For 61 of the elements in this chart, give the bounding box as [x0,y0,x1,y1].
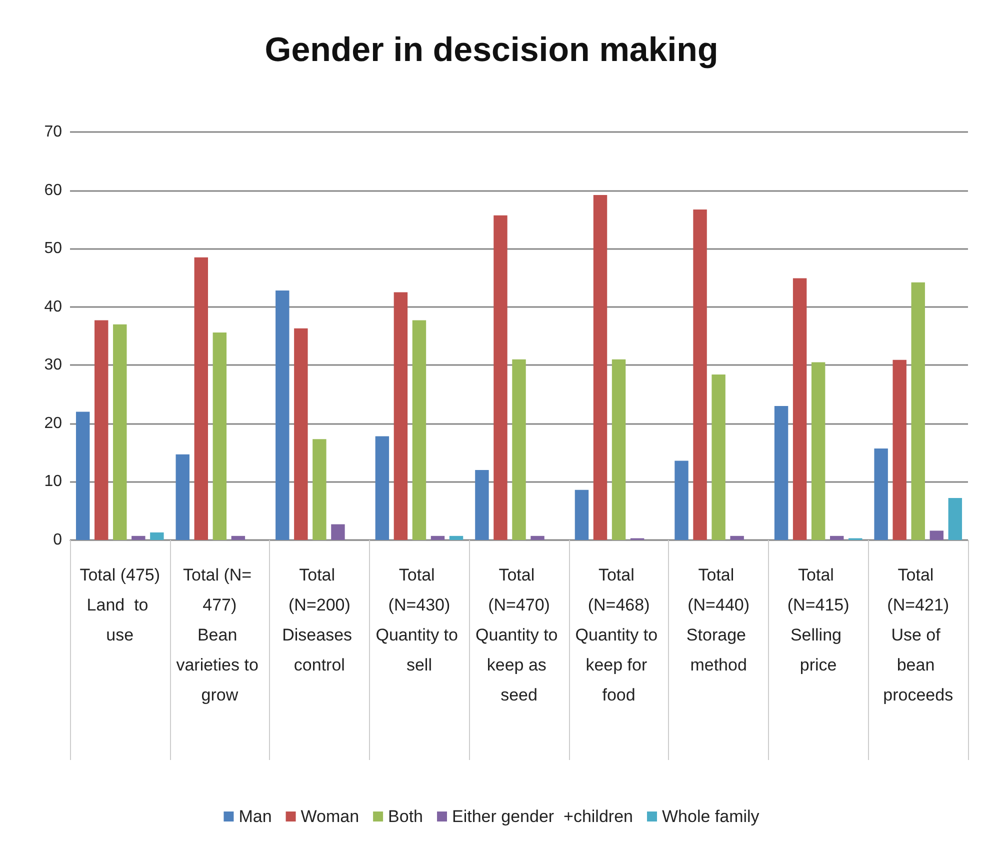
x-tick-label: Total (475) Land to use [80,566,160,644]
bar [911,282,925,540]
x-tick-label: Total (N=468) Quantity to keep for food [575,566,662,704]
bar [792,278,807,540]
y-tick-label: 0 [53,532,62,548]
bar [530,536,544,540]
bar [394,292,408,540]
y-tick-label: 40 [44,298,62,316]
x-tick-label: Total (N=421) Use of bean proceeds [883,566,954,704]
legend-label: Man [238,807,272,826]
x-tick-label: Total (N=440) Storage method [686,566,751,674]
chart-title: Gender in descision making [264,31,718,69]
x-tick-label: Total (N=415) Selling price [787,566,850,674]
bar [693,210,707,540]
bar [331,524,345,540]
bar [132,536,146,540]
y-tick-label: 20 [44,414,62,432]
y-tick-label: 60 [44,182,62,199]
y-tick-label: 30 [44,356,62,374]
bar [375,436,390,540]
bar [574,490,589,540]
bar [730,536,744,540]
bar [449,536,464,540]
bar [712,374,726,540]
x-tick-label: Total (N= 477) Bean varieties to grow [176,566,264,704]
bar [312,439,326,540]
bar [892,360,906,540]
bar [276,290,290,540]
bar [948,498,962,540]
bar [412,320,426,540]
bar [593,194,608,540]
legend-label: Whole family [662,807,760,826]
x-tick-label: Total (N=470) Quantity to keep as seed [476,566,562,704]
bar [512,359,526,540]
bar [494,215,508,540]
bar [774,406,788,540]
y-tick-label: 50 [44,240,62,258]
bar [231,536,246,540]
bar [176,454,190,540]
bar [830,536,844,540]
bar [212,332,227,540]
legend-label: Either gender +children [452,807,633,826]
bar [194,257,208,540]
legend-label: Both [388,807,424,826]
bar [113,324,127,540]
bar [150,532,164,540]
bar [674,460,688,540]
bar [294,328,308,540]
bar [930,530,944,540]
bar [76,412,90,540]
x-tick-label: Total (N=200) Diseases control [282,566,357,674]
x-tick-label: Total (N=430) Quantity to sell [376,566,463,674]
legend-label: Woman [300,807,360,826]
bar [94,320,108,540]
bar [475,470,489,540]
bar [430,536,445,540]
bar [874,448,888,540]
y-tick-label: 70 [44,124,62,140]
y-tick-label: 10 [44,473,62,490]
bar [612,359,626,540]
bar [811,362,826,540]
